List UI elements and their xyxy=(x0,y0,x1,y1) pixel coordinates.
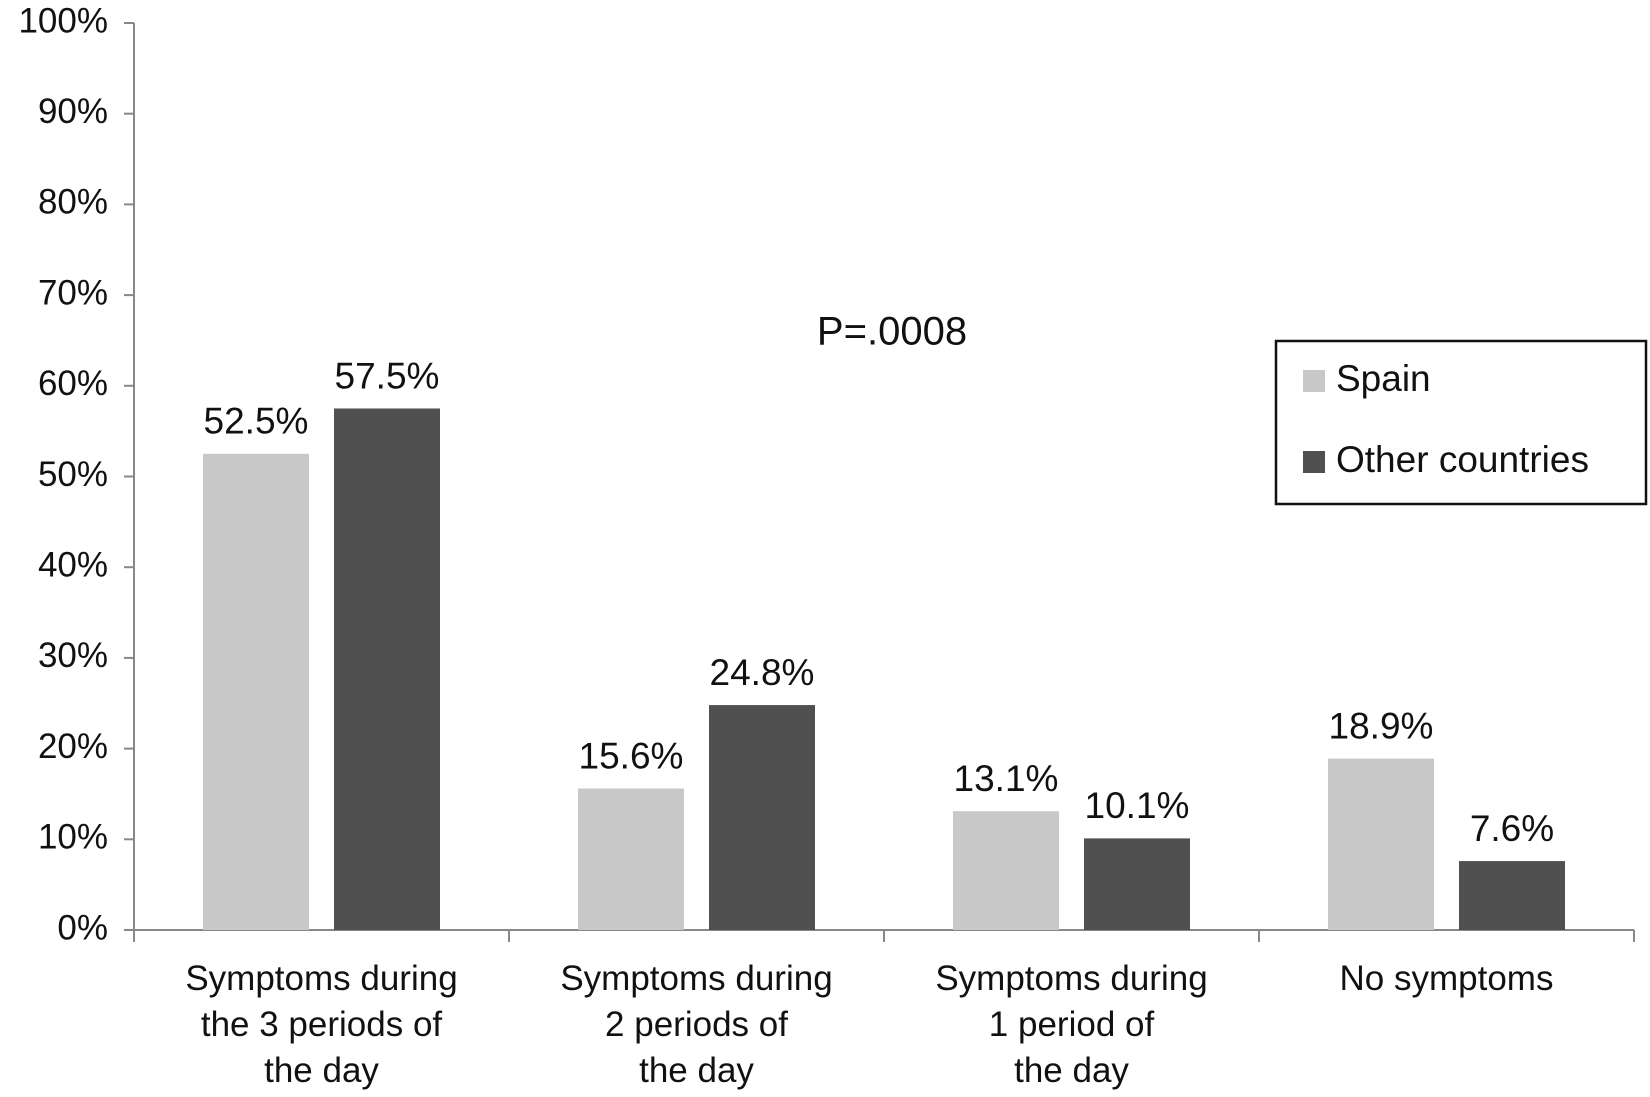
y-tick-label: 50% xyxy=(38,455,108,494)
bar xyxy=(1084,838,1190,930)
y-tick-label: 0% xyxy=(57,908,108,947)
y-tick-label: 20% xyxy=(38,727,108,766)
bar xyxy=(953,811,1059,930)
y-tick-label: 10% xyxy=(38,818,108,857)
y-tick-label: 100% xyxy=(18,1,108,40)
value-label: 7.6% xyxy=(1470,808,1554,849)
bar xyxy=(203,453,309,930)
bar xyxy=(334,408,440,931)
x-tick-label: No symptoms xyxy=(1339,959,1554,998)
annotation: P=.0008 xyxy=(817,310,967,354)
y-tick-label: 60% xyxy=(38,364,108,403)
bar xyxy=(1459,861,1565,930)
value-label: 52.5% xyxy=(204,401,309,442)
y-tick-label: 90% xyxy=(38,92,108,131)
x-tick-label: Symptoms during the 3 periods of the day xyxy=(185,959,458,1090)
legend-label: Other countries xyxy=(1336,439,1589,480)
legend-swatch xyxy=(1303,451,1325,473)
value-label: 57.5% xyxy=(335,355,440,396)
bar xyxy=(1328,758,1434,930)
x-tick-label: Symptoms during 2 periods of the day xyxy=(560,959,833,1090)
y-tick-label: 70% xyxy=(38,273,108,312)
y-tick-label: 80% xyxy=(38,183,108,222)
legend-label: Spain xyxy=(1336,358,1431,399)
value-label: 10.1% xyxy=(1085,785,1190,826)
value-label: 15.6% xyxy=(579,735,684,776)
value-label: 24.8% xyxy=(710,652,815,693)
legend-swatch xyxy=(1303,370,1325,392)
value-label: 13.1% xyxy=(954,758,1059,799)
value-label: 18.9% xyxy=(1329,705,1434,746)
y-tick-label: 30% xyxy=(38,636,108,675)
x-tick-label: Symptoms during 1 period of the day xyxy=(935,959,1208,1090)
legend-box xyxy=(1274,339,1648,506)
y-tick-label: 40% xyxy=(38,545,108,584)
bar xyxy=(709,705,815,930)
bar xyxy=(578,788,684,930)
